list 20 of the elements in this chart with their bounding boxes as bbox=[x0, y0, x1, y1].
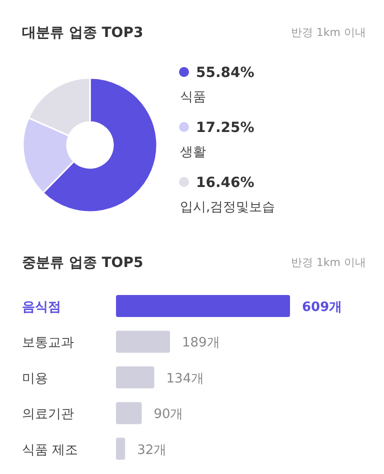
text: 반경 1km 이내 bbox=[290, 26, 366, 39]
legend-label: 생활 bbox=[180, 145, 206, 160]
chart-title: 중분류 업종 TOP5 bbox=[22, 255, 144, 271]
data-label: 134개 bbox=[166, 371, 204, 386]
chart-title: 대분류 업종 TOP3 bbox=[22, 25, 144, 41]
data-label: 90개 bbox=[154, 407, 184, 422]
legend-label: 식품 bbox=[180, 90, 206, 105]
y-tick-label: 의료기관 bbox=[22, 407, 74, 422]
text: 반경 1km 이내 bbox=[290, 256, 366, 269]
data-label: 609개 bbox=[302, 300, 342, 315]
data-label: 16.46% bbox=[196, 175, 254, 191]
data-label: 55.84% bbox=[196, 65, 254, 81]
y-tick-label: 음식점 bbox=[22, 300, 61, 315]
data-label: 17.25% bbox=[196, 120, 254, 136]
y-tick-label: 미용 bbox=[22, 371, 48, 386]
legend-label: 입시,검정및보습 bbox=[180, 200, 276, 215]
y-tick-label: 식품 제조 bbox=[22, 442, 78, 458]
data-label: 189개 bbox=[182, 336, 220, 351]
y-tick-label: 보통교과 bbox=[22, 336, 74, 351]
data-label: 32개 bbox=[137, 442, 167, 458]
